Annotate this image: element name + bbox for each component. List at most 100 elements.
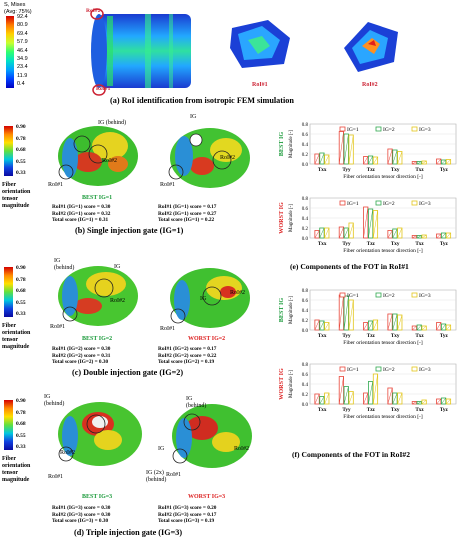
bar-hatch [421,234,427,239]
bar-hatch [421,325,427,331]
fiber-legend-b: 0.90 0.78 0.68 0.55 0.33 Fiber orientation tens… [2,124,42,212]
x-axis-label: Fiber orientation tensor direction [-] [343,340,423,346]
legend-swatch [375,366,382,372]
sim-c-best [58,266,138,326]
fiber-legend-label: tensor [2,196,18,202]
fiber-colorbar [4,126,13,176]
y-tick-label: 0.0 [302,237,309,242]
caption-a: (a) RoI identification from isotropic FE… [110,96,294,105]
bar-hatch [368,155,373,165]
best-tag-c: BEST IG=2 [82,336,113,342]
fiber-colorbar [4,400,13,450]
bar-hatch [343,386,349,405]
fiber-legend-c: 0.90 0.78 0.68 0.55 0.33 Fiber orientation tens… [2,265,42,353]
ig-label-c1: IG [114,264,121,270]
chart-side-label: WORST IG [278,202,285,234]
chart-side-label: WORST IG [278,368,285,400]
y-tick-label: 0.8 [302,123,309,128]
score-line: RoI#2 (IG=2) score = 0.22 [158,352,217,359]
bar-hatch [412,161,417,165]
legend-label: IG=3 [419,201,431,207]
legend-swatch [375,292,382,298]
score-line: Total score (IG=3) = 0.30 [52,518,109,524]
fiber-legend-value: 0.90 [16,398,26,404]
y-tick-label: 0.8 [302,289,309,294]
bar-hatch [387,230,393,239]
fiber-legend-value: 0.55 [16,158,26,165]
mises-legend: S, Mises (Avg: 75%) 92.4 80.9 69.4 57.9 46.4… [4,2,44,94]
bar-hatch [416,161,422,165]
score-line: RoI#2 (IG=3) score = 0.30 [52,511,111,518]
ig-label-b1: IG (behind) [98,120,127,126]
ig-label-b2: IG [190,114,197,120]
mises-legend-value: 34.9 [17,56,28,62]
bar-hatch [387,387,393,405]
bar-hatch [343,295,349,331]
legend-swatch [339,366,346,372]
bar-hatch [363,392,369,405]
bar-hatch [319,152,325,165]
bar-hatch [446,159,451,165]
legend-label: IG=2 [383,367,395,373]
bar-hatch [446,324,451,331]
fot-charts: BEST IG Magnitude [-] 0.0 0.2 0.4 0.6 0.8 Txx Ty… [278,123,457,420]
score-line: Total score (IG=1) = 0.22 [158,217,215,223]
bar-hatch [416,324,422,331]
x-tick-label: Txz [415,167,424,173]
x-tick-label: Tyz [440,407,449,413]
legend-swatch [411,126,418,132]
fiber-legend-value: 0.33 [16,311,26,317]
score-line: RoI#1 (IG=1) score = 0.17 [158,204,217,210]
legend-label: IG=2 [383,127,395,133]
fiber-legend-label: tensor [2,337,18,343]
fiber-legend-value: 0.68 [16,288,26,294]
ig-label-d2: IG [158,446,165,452]
bar-hatch [441,397,446,405]
ig-2x-label-d1: IG (2x) (behind) [146,470,167,483]
bar-hatch [324,322,330,331]
bar-hatch [338,131,344,165]
best-tag-b: BEST IG=1 [82,195,113,201]
legend-label: IG=1 [347,201,359,207]
bar-hatch [314,393,320,405]
score-line: RoI#1 (IG=3) score = 0.30 [52,505,111,511]
chart-panel: BEST IG Magnitude [-] 0.0 0.2 0.4 0.6 0.8 Txx Ty… [276,120,462,470]
mises-colorbar [6,16,14,88]
bar-hatch [441,323,446,331]
caption-b: (b) Single injection gate (IG=1) [75,226,184,235]
bar-hatch [368,320,374,331]
bar-hatch [436,398,442,405]
bar-hatch [314,230,320,239]
bar-hatch [373,373,378,405]
bar-hatch [363,156,369,165]
y-tick-label: 0.0 [302,403,309,408]
caption-c: (c) Double injection gate (IG=2) [72,368,184,377]
score-line: RoI#1 (IG=2) score = 0.30 [52,346,111,352]
fiber-legend-d: 0.90 0.78 0.68 0.55 0.33 Fiber orientation tens… [2,398,42,498]
y-tick-label: 0.6 [302,207,309,212]
y-tick-label: 0.4 [302,383,309,388]
bar-hatch [397,392,403,405]
legend-swatch [375,200,382,206]
y-axis-label: Magnitude [-] [289,204,294,232]
legend-swatch [411,292,418,298]
fiber-legend-label: orientation [2,189,31,195]
fiber-legend-label: magnitude [2,203,30,209]
mises-legend-value: 69.4 [17,30,28,37]
mises-legend-value: 0.4 [17,81,25,88]
bar-hatch [397,314,403,331]
bar-hatch [436,322,442,331]
roi1-label-b2: RoI#1 [160,182,175,188]
y-tick-label: 0.2 [302,153,309,158]
legend-swatch [375,126,382,132]
x-tick-label: Txy [391,407,400,413]
roi2-label-c1: RoI#2 [110,298,125,304]
bar-hatch [436,158,442,165]
roi2-label-d1: RoI#2 [60,450,75,456]
chart-side-label: BEST IG [278,298,285,323]
bar-hatch [397,227,403,239]
x-tick-label: Tyy [342,333,351,339]
fiber-colorbar [4,267,13,317]
x-tick-label: Txx [318,167,327,173]
score-line: RoI#1 (IG=3) score = 0.20 [158,505,217,511]
